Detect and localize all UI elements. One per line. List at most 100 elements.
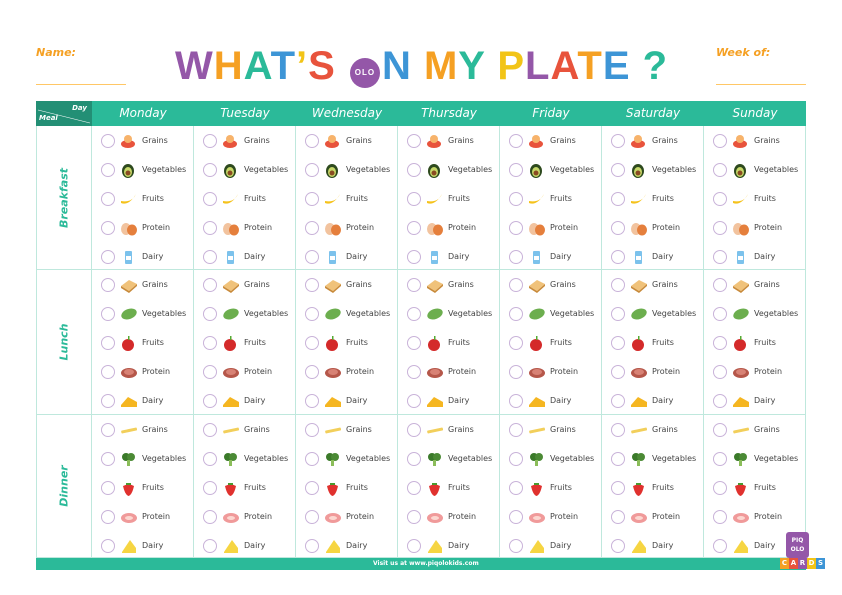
checkbox[interactable] xyxy=(305,163,319,177)
checkbox[interactable] xyxy=(509,423,523,437)
checkbox[interactable] xyxy=(101,452,115,466)
checkbox[interactable] xyxy=(203,134,217,148)
checkbox[interactable] xyxy=(611,163,625,177)
checkbox[interactable] xyxy=(407,452,421,466)
checkbox[interactable] xyxy=(101,365,115,379)
checkbox[interactable] xyxy=(203,192,217,206)
checkbox[interactable] xyxy=(203,452,217,466)
name-input-line[interactable] xyxy=(36,84,126,85)
checkbox[interactable] xyxy=(407,539,421,553)
checkbox[interactable] xyxy=(305,221,319,235)
checkbox[interactable] xyxy=(713,481,727,495)
checkbox[interactable] xyxy=(611,481,625,495)
checkbox[interactable] xyxy=(611,539,625,553)
checkbox[interactable] xyxy=(203,307,217,321)
checkbox[interactable] xyxy=(611,192,625,206)
checkbox[interactable] xyxy=(509,221,523,235)
checkbox[interactable] xyxy=(101,539,115,553)
checkbox[interactable] xyxy=(203,510,217,524)
checkbox[interactable] xyxy=(509,134,523,148)
checkbox[interactable] xyxy=(101,481,115,495)
checkbox[interactable] xyxy=(611,134,625,148)
checkbox[interactable] xyxy=(101,250,115,264)
checkbox[interactable] xyxy=(305,394,319,408)
checkbox[interactable] xyxy=(713,278,727,292)
checkbox[interactable] xyxy=(713,365,727,379)
checkbox[interactable] xyxy=(509,510,523,524)
checkbox[interactable] xyxy=(203,163,217,177)
checkbox[interactable] xyxy=(407,134,421,148)
checkbox[interactable] xyxy=(611,510,625,524)
checkbox[interactable] xyxy=(305,452,319,466)
checkbox[interactable] xyxy=(713,163,727,177)
checkbox[interactable] xyxy=(101,423,115,437)
checkbox[interactable] xyxy=(407,423,421,437)
checkbox[interactable] xyxy=(407,481,421,495)
checkbox[interactable] xyxy=(407,307,421,321)
checkbox[interactable] xyxy=(305,307,319,321)
checkbox[interactable] xyxy=(713,539,727,553)
checkbox[interactable] xyxy=(611,307,625,321)
checkbox[interactable] xyxy=(713,307,727,321)
checkbox[interactable] xyxy=(101,510,115,524)
checkbox[interactable] xyxy=(305,539,319,553)
checkbox[interactable] xyxy=(611,394,625,408)
checkbox[interactable] xyxy=(305,365,319,379)
checkbox[interactable] xyxy=(509,481,523,495)
checkbox[interactable] xyxy=(101,307,115,321)
checkbox[interactable] xyxy=(611,365,625,379)
checkbox[interactable] xyxy=(305,250,319,264)
checkbox[interactable] xyxy=(713,510,727,524)
checkbox[interactable] xyxy=(407,221,421,235)
checkbox[interactable] xyxy=(407,336,421,350)
checkbox[interactable] xyxy=(509,336,523,350)
checkbox[interactable] xyxy=(509,192,523,206)
checkbox[interactable] xyxy=(203,250,217,264)
checkbox[interactable] xyxy=(305,134,319,148)
checkbox[interactable] xyxy=(713,452,727,466)
checkbox[interactable] xyxy=(203,481,217,495)
checkbox[interactable] xyxy=(101,163,115,177)
checkbox[interactable] xyxy=(203,539,217,553)
checkbox[interactable] xyxy=(611,336,625,350)
checkbox[interactable] xyxy=(509,365,523,379)
checkbox[interactable] xyxy=(611,452,625,466)
checkbox[interactable] xyxy=(101,394,115,408)
checkbox[interactable] xyxy=(509,539,523,553)
checkbox[interactable] xyxy=(611,278,625,292)
checkbox[interactable] xyxy=(713,336,727,350)
checkbox[interactable] xyxy=(101,192,115,206)
checkbox[interactable] xyxy=(713,134,727,148)
checkbox[interactable] xyxy=(101,336,115,350)
checkbox[interactable] xyxy=(407,250,421,264)
checkbox[interactable] xyxy=(305,336,319,350)
checkbox[interactable] xyxy=(713,250,727,264)
checkbox[interactable] xyxy=(509,163,523,177)
checkbox[interactable] xyxy=(407,163,421,177)
checkbox[interactable] xyxy=(713,192,727,206)
checkbox[interactable] xyxy=(509,452,523,466)
checkbox[interactable] xyxy=(611,423,625,437)
checkbox[interactable] xyxy=(407,192,421,206)
checkbox[interactable] xyxy=(203,278,217,292)
checkbox[interactable] xyxy=(305,510,319,524)
checkbox[interactable] xyxy=(509,278,523,292)
checkbox[interactable] xyxy=(611,221,625,235)
checkbox[interactable] xyxy=(611,250,625,264)
checkbox[interactable] xyxy=(203,336,217,350)
checkbox[interactable] xyxy=(101,221,115,235)
checkbox[interactable] xyxy=(203,221,217,235)
checkbox[interactable] xyxy=(509,250,523,264)
checkbox[interactable] xyxy=(407,278,421,292)
checkbox[interactable] xyxy=(407,365,421,379)
checkbox[interactable] xyxy=(305,192,319,206)
checkbox[interactable] xyxy=(203,423,217,437)
checkbox[interactable] xyxy=(509,394,523,408)
checkbox[interactable] xyxy=(713,221,727,235)
checkbox[interactable] xyxy=(305,423,319,437)
week-input-line[interactable] xyxy=(716,84,806,85)
checkbox[interactable] xyxy=(203,394,217,408)
checkbox[interactable] xyxy=(101,278,115,292)
checkbox[interactable] xyxy=(407,394,421,408)
checkbox[interactable] xyxy=(101,134,115,148)
